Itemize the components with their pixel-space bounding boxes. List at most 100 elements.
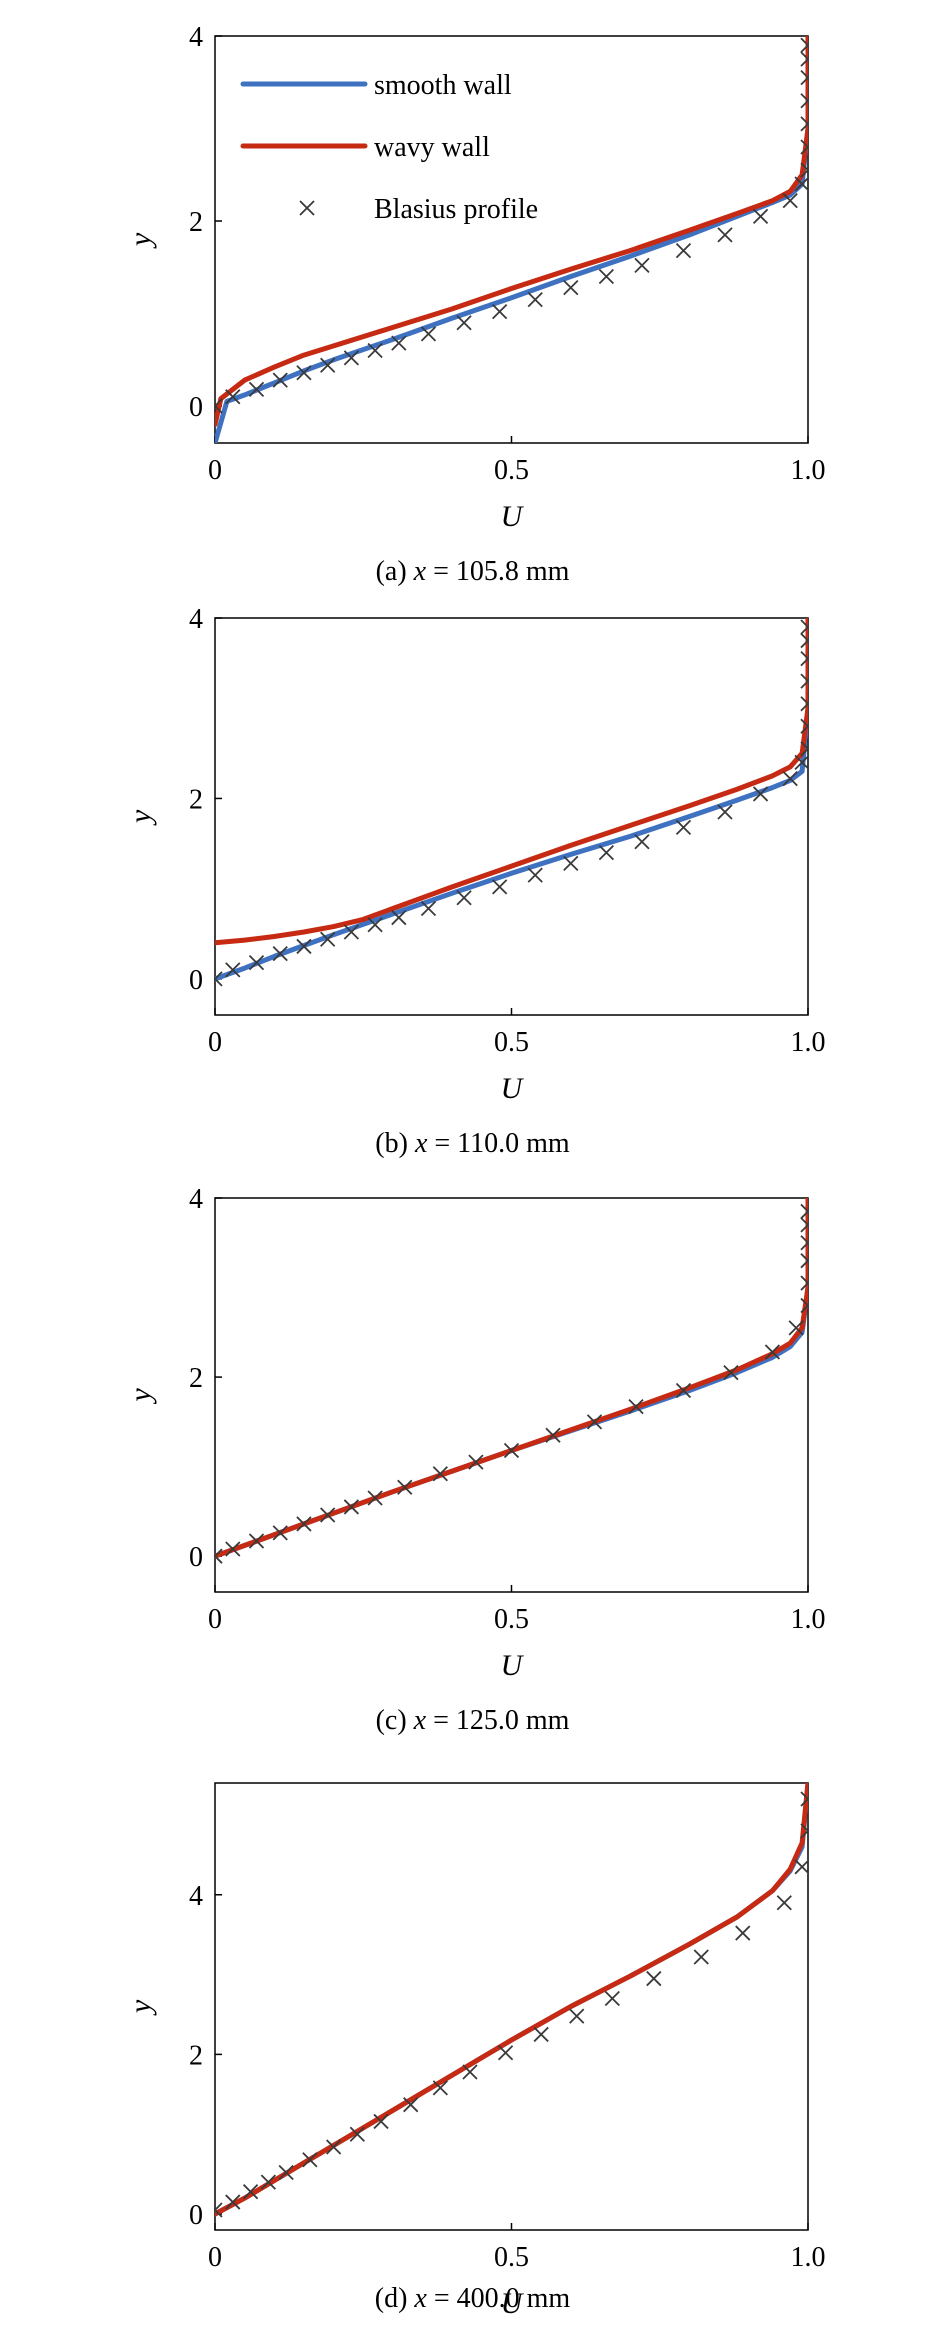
chart-svg-1: 0 0.5 1.0 0 2 4 Uy smooth wall wavy wall Blasius …: [124, 22, 826, 533]
y-axis-title: y: [124, 232, 157, 249]
x-axis-title: U: [501, 1649, 525, 1682]
legend-label: Blasius profile: [374, 194, 538, 225]
x-axis-title: U: [501, 2287, 525, 2320]
y-tick-label: 4: [189, 1881, 203, 1912]
blasius-marker: [752, 208, 769, 225]
blasius-marker: [278, 2164, 294, 2181]
plot-area: [215, 36, 808, 443]
blasius-marker: [800, 51, 808, 67]
blasius-marker: [794, 176, 808, 192]
y-tick-label: 2: [189, 784, 203, 815]
y-tick-label: 0: [189, 392, 203, 423]
blasius-marker: [788, 1320, 804, 1336]
caption-label: (c): [375, 1705, 414, 1736]
blasius-marker: [349, 2126, 365, 2142]
y-tick-label: 2: [189, 207, 203, 238]
blasius-marker: [225, 962, 241, 978]
blasius-marker: [800, 673, 808, 689]
blasius-marker: [776, 1895, 792, 1911]
blasius-marker: [225, 2194, 241, 2210]
plot-frame: [214, 1197, 809, 1593]
blasius-marker: [800, 37, 808, 53]
blasius-marker: [343, 1499, 360, 1515]
blasius-marker: [723, 1364, 739, 1381]
blasius-marker: [403, 2097, 419, 2113]
blasius-marker: [717, 227, 733, 243]
blasius-marker: [800, 1235, 808, 1251]
blasius-marker: [794, 1859, 808, 1875]
caption-value: = 125.0 mm: [426, 1705, 570, 1736]
chart-caption: (b) x = 110.0 mm: [0, 1128, 945, 1160]
y-axis-title: y: [124, 1999, 157, 2016]
blasius-marker: [563, 855, 579, 872]
y-tick-label: 2: [189, 2040, 203, 2071]
chart-caption: (a) x = 105.8 mm: [0, 556, 945, 588]
blasius-marker: [215, 971, 223, 987]
blasius-marker: [800, 696, 808, 712]
y-tick-label: 0: [189, 965, 203, 996]
blasius-marker: [800, 1791, 808, 1807]
blasius-marker: [545, 1427, 561, 1443]
x-tick-label: 1.0: [791, 455, 826, 486]
caption-value: = 110.0 mm: [427, 1128, 570, 1159]
blasius-marker: [343, 350, 360, 366]
x-axis-title: U: [501, 1072, 525, 1105]
blasius-marker: [225, 389, 241, 405]
legend-label: smooth wall: [374, 70, 512, 101]
blasius-marker: [320, 357, 336, 373]
blasius-marker: [598, 844, 615, 861]
legend-marker-swatch: [299, 200, 315, 216]
blasius-marker: [782, 193, 798, 209]
blasius-marker: [343, 924, 360, 940]
blasius-marker: [456, 890, 472, 906]
blasius-marker: [800, 69, 808, 86]
blasius-marker: [373, 2113, 389, 2130]
blasius-marker: [320, 1507, 336, 1523]
blasius-marker: [367, 342, 383, 359]
blasius-marker: [272, 946, 288, 962]
blasius-marker: [800, 139, 808, 155]
blasius-marker: [800, 1217, 808, 1233]
caption-value: = 400.0 mm: [426, 2283, 571, 2314]
blasius-marker: [764, 1344, 781, 1360]
blasius-marker: [527, 867, 543, 883]
blasius-marker: [325, 2139, 342, 2155]
blasius-marker: [215, 1548, 223, 1564]
blasius-marker: [242, 2184, 259, 2200]
caption-label: (a): [375, 556, 414, 587]
x-tick-label: 0.5: [494, 455, 529, 486]
blasius-marker: [248, 381, 265, 397]
caption-variable: x: [414, 2283, 427, 2314]
blasius-marker: [492, 304, 508, 320]
y-axis-title: y: [124, 809, 157, 826]
blasius-marker: [272, 1525, 288, 1541]
chart-caption: (d) x = 400.0 mm: [0, 2283, 945, 2315]
blasius-marker: [735, 1925, 751, 1941]
blasius-marker: [215, 2202, 223, 2218]
blasius-marker: [800, 741, 808, 757]
legend: smooth wall wavy wall Blasius profile: [240, 70, 538, 225]
blasius-marker: [598, 268, 615, 285]
blasius-marker: [527, 291, 543, 308]
blasius-marker: [634, 834, 650, 850]
y-tick-label: 4: [189, 22, 203, 53]
blasius-marker: [800, 1203, 808, 1220]
blasius-marker: [420, 900, 437, 917]
series-line-wavy-wall: [215, 1783, 808, 2217]
blasius-marker: [604, 1990, 620, 2007]
y-axis-title: y: [124, 1388, 157, 1405]
blasius-marker: [462, 2064, 478, 2080]
x-axis-title: U: [501, 500, 525, 533]
blasius-marker: [675, 1382, 692, 1399]
blasius-marker: [628, 1399, 644, 1415]
plot-area: [215, 1783, 808, 2218]
series-line-wavy-wall: [215, 36, 808, 427]
blasius-marker: [569, 2008, 585, 2024]
blasius-marker: [248, 955, 265, 971]
x-tick-label: 0: [208, 2242, 222, 2273]
blasius-marker: [693, 1949, 709, 1965]
blasius-marker: [634, 257, 650, 274]
blasius-marker: [302, 2152, 318, 2168]
x-tick-label: 1.0: [791, 1027, 826, 1058]
